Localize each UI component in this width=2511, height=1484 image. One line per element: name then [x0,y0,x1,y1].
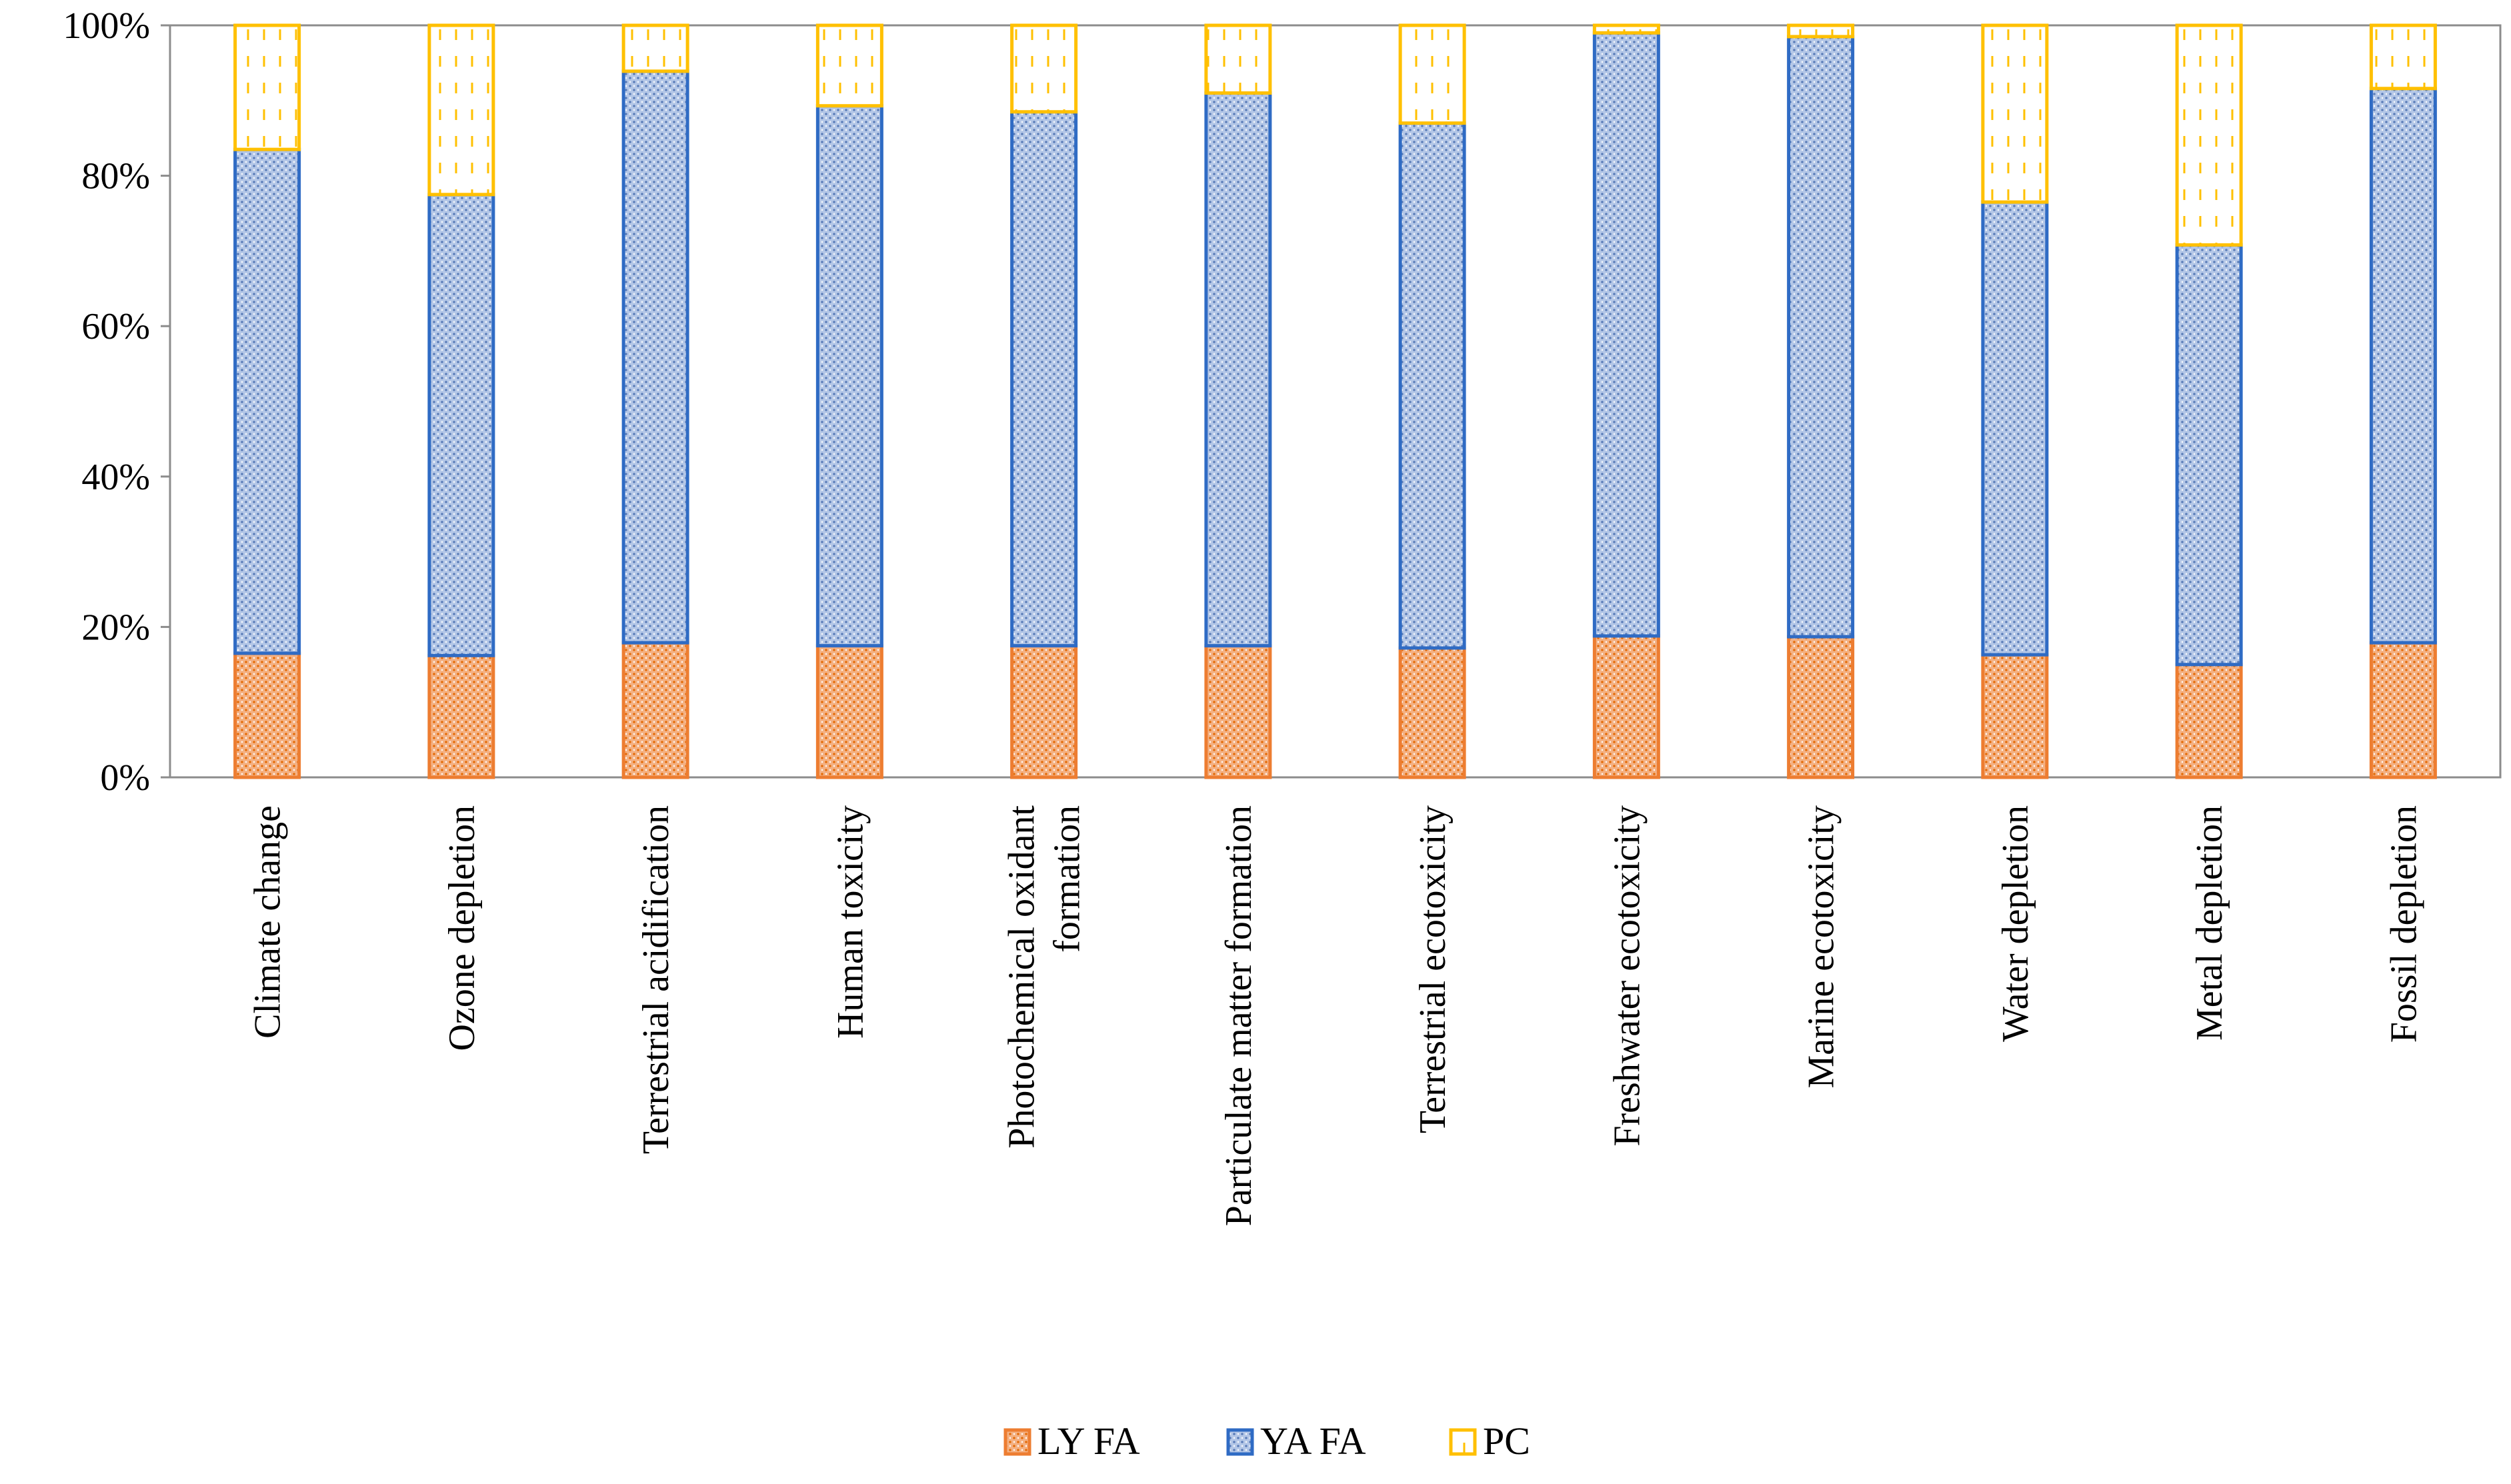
bar-segment-ly-fa [1204,644,1272,779]
bar-segment-ly-fa [427,653,495,779]
legend-item-pc: PC [1449,1419,1530,1463]
plot-area: 0% 20% 40% 60% 80% 100% Climate change Ozone de… [63,5,2502,1226]
bar-segment-pc [2175,23,2243,247]
bar-segment-pc [1592,23,1660,35]
bar-segment-ya-fa [1592,31,1660,638]
bar-segment-pc [1981,23,2049,204]
bar-segment-ya-fa [427,193,495,657]
bar-segment-pc [621,23,689,73]
bar-segment-ly-fa [1787,635,1855,779]
legend-swatch [1003,1428,1031,1456]
bar-segment-pc [1787,23,1855,39]
x-category-label: Terrestrial acidification [635,805,677,1154]
legend: LY FA YA FA PC [1003,1419,1530,1463]
bar-segment-ly-fa [1981,653,2049,779]
x-category-label: Particulate matter formation [1218,805,1260,1226]
x-category-label-line: formation [1047,805,1088,953]
bar-segment-ya-fa [233,147,301,655]
x-category-label: Water depletion [1995,805,2036,1042]
x-category-label: Fossil depletion [2383,805,2424,1043]
x-category-label-line: Photochemical oxidant [1001,805,1043,1149]
bar-segment-ly-fa [233,651,301,779]
bar-segment-ya-fa [1981,200,2049,657]
x-category-label: Human toxicity [829,805,871,1039]
bar-segment-ya-fa [621,69,689,645]
x-category-label-line: Human toxicity [829,805,871,1039]
bar-segment-ly-fa [815,644,883,779]
bar-segment-ly-fa [621,641,689,779]
x-category-label-line: Freshwater ecotoxicity [1606,805,1648,1147]
legend-label: LY FA [1037,1419,1140,1463]
x-category-label: Freshwater ecotoxicity [1606,805,1648,1147]
bar-segment-pc [1010,23,1078,114]
x-category-label: Metal depletion [2189,805,2230,1041]
bar-segment-ya-fa [1204,91,1272,648]
y-tick-label: 100% [63,5,150,47]
y-tick-label: 0% [100,757,150,799]
bar-segment-ly-fa [1010,644,1078,779]
x-category-label: Photochemical oxidant formation [1001,805,1088,1149]
x-category-label-line: Particulate matter formation [1218,805,1260,1226]
bar-segment-pc [1398,23,1466,125]
y-tick-label: 80% [81,156,150,197]
x-category-label-line: Metal depletion [2189,805,2230,1041]
bar-segment-ly-fa [1398,646,1466,779]
legend-item-ya-fa: YA FA [1226,1419,1366,1463]
legend-label: PC [1483,1419,1530,1463]
bar-segment-pc [233,23,301,151]
legend-swatch [1449,1428,1477,1456]
bar-segment-ya-fa [1787,35,1855,639]
x-category-label-line: Fossil depletion [2383,805,2424,1043]
x-category-label-line: Terrestrial ecotoxicity [1412,805,1454,1133]
bar-segment-ya-fa [2369,87,2437,645]
x-category-label: Terrestrial ecotoxicity [1412,805,1454,1133]
bar-segment-ya-fa [2175,243,2243,667]
bar-segment-pc [815,23,883,108]
bar-segment-pc [2369,23,2437,91]
x-category-label: Climate change [247,805,289,1039]
bar-segment-ly-fa [2369,641,2437,779]
x-category-label-line: Ozone depletion [441,805,483,1051]
legend-item-ly-fa: LY FA [1003,1419,1140,1463]
bar-segment-pc [1204,23,1272,95]
plot-frame [169,24,2502,779]
bar-segment-ya-fa [815,104,883,648]
y-tick-label: 20% [81,607,150,648]
x-category-label: Marine ecotoxicity [1801,805,1842,1089]
bar-segment-ya-fa [1010,110,1078,648]
bar-segment-pc [427,23,495,197]
y-tick-label: 40% [81,457,150,498]
x-category-label: Ozone depletion [441,805,483,1051]
bar-segment-ya-fa [1398,121,1466,650]
x-category-label-line: Water depletion [1995,805,2036,1042]
x-category-label-line: Climate change [247,805,289,1039]
y-tick-label: 60% [81,306,150,347]
legend-swatch [1226,1428,1254,1456]
bar-segment-ly-fa [2175,663,2243,779]
x-category-label-line: Marine ecotoxicity [1801,805,1842,1089]
x-category-label-line: Terrestrial acidification [635,805,677,1154]
legend-label: YA FA [1260,1419,1366,1463]
bar-segment-ly-fa [1592,634,1660,779]
